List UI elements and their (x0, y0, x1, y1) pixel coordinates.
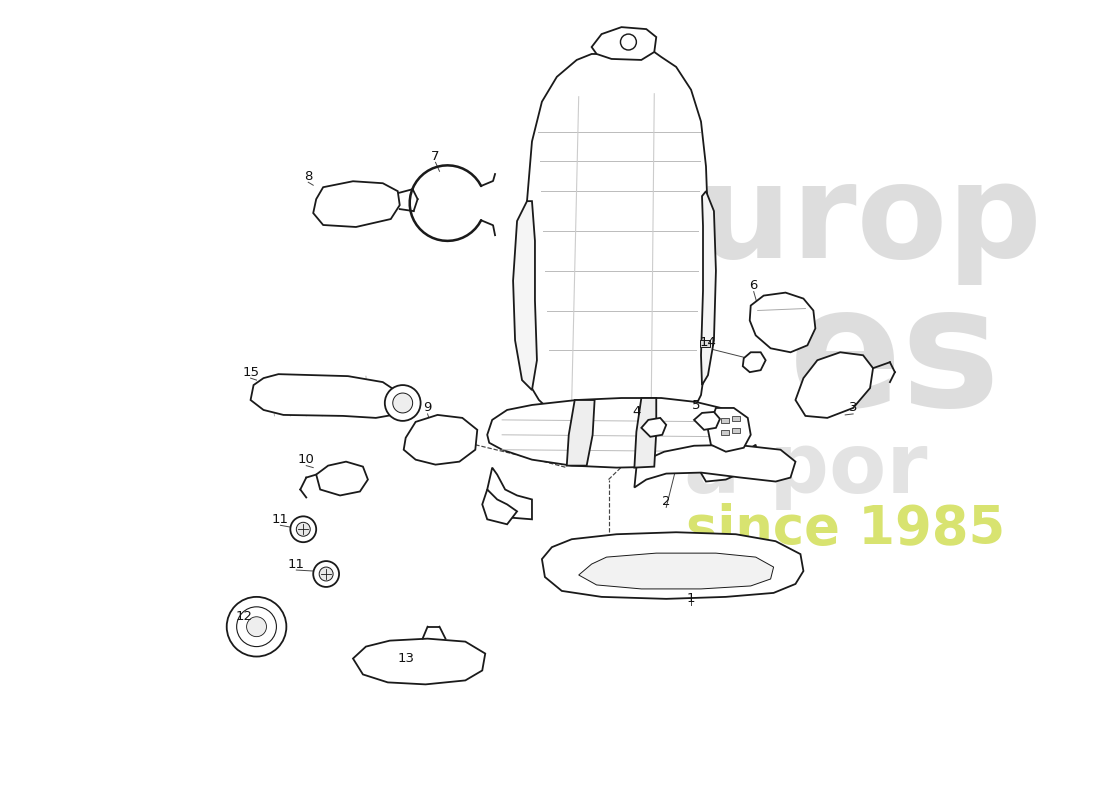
Polygon shape (566, 400, 595, 466)
Text: since 1985: since 1985 (685, 503, 1004, 555)
Polygon shape (251, 374, 403, 418)
Text: 10: 10 (298, 453, 315, 466)
Polygon shape (635, 445, 795, 487)
Polygon shape (314, 182, 399, 227)
Circle shape (319, 567, 333, 581)
Polygon shape (635, 398, 657, 468)
Polygon shape (701, 191, 716, 385)
Text: 2: 2 (662, 495, 671, 508)
Polygon shape (742, 352, 766, 372)
Bar (700, 340, 710, 347)
Circle shape (314, 561, 339, 587)
Text: 11: 11 (272, 513, 289, 526)
Circle shape (393, 393, 412, 413)
Polygon shape (404, 415, 477, 465)
Polygon shape (696, 445, 758, 482)
Polygon shape (513, 201, 537, 390)
Bar (732, 416, 740, 421)
Text: 13: 13 (397, 652, 415, 665)
Polygon shape (579, 553, 773, 589)
Bar (720, 418, 729, 423)
Text: 3: 3 (849, 402, 857, 414)
Polygon shape (542, 532, 803, 599)
Circle shape (296, 522, 310, 536)
Polygon shape (592, 27, 657, 60)
Bar (720, 430, 729, 435)
Text: 9: 9 (424, 402, 432, 414)
Polygon shape (482, 490, 517, 524)
Polygon shape (641, 418, 667, 437)
Text: 7: 7 (431, 150, 440, 163)
Text: 6: 6 (749, 279, 758, 292)
Text: 8: 8 (304, 170, 312, 182)
Polygon shape (525, 52, 708, 432)
Text: 15: 15 (242, 366, 260, 378)
Polygon shape (708, 408, 750, 452)
Polygon shape (487, 468, 532, 519)
Circle shape (620, 34, 637, 50)
Text: es: es (789, 278, 1001, 442)
Text: 11: 11 (288, 558, 305, 570)
Text: 1: 1 (686, 592, 695, 606)
Polygon shape (750, 293, 815, 352)
Text: a por: a por (684, 429, 927, 510)
Circle shape (227, 597, 286, 657)
Polygon shape (316, 462, 367, 495)
Polygon shape (795, 352, 873, 418)
Circle shape (290, 516, 316, 542)
Circle shape (385, 385, 420, 421)
Polygon shape (353, 638, 485, 684)
Text: 4: 4 (632, 406, 640, 418)
Text: 5: 5 (692, 399, 701, 413)
Circle shape (246, 617, 266, 637)
Bar (732, 428, 740, 433)
Text: europ: europ (608, 158, 1042, 285)
Text: 14: 14 (700, 336, 716, 349)
Text: 12: 12 (235, 610, 252, 623)
Polygon shape (694, 412, 719, 430)
Polygon shape (487, 398, 740, 468)
